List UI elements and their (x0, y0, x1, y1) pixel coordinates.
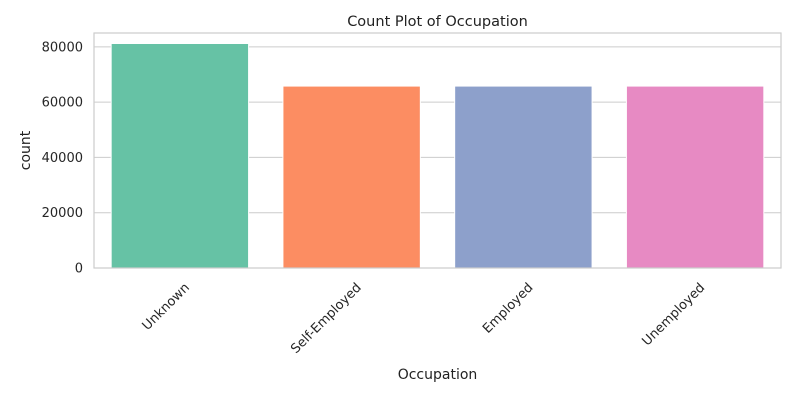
x-tick-labels: Unknown Self-Employed Employed Unemployed (140, 280, 709, 356)
bar-unemployed (625, 85, 765, 269)
y-tick-labels: 0 20000 40000 60000 80000 (42, 40, 83, 276)
x-tick-label: Self-Employed (288, 280, 364, 356)
y-axis-label: count (18, 130, 34, 170)
y-tick-label: 60000 (42, 96, 83, 111)
bar-self-employed (282, 85, 421, 269)
bar-unknown (110, 43, 250, 269)
x-tick-label: Employed (480, 280, 536, 336)
chart-title: Count Plot of Occupation (347, 14, 528, 30)
bar-layer (110, 43, 765, 269)
y-tick-label: 80000 (42, 40, 83, 55)
x-tick-label: Unknown (140, 280, 193, 333)
y-tick-label: 0 (75, 262, 83, 277)
bar-employed (454, 85, 593, 269)
x-tick-label: Unemployed (639, 280, 708, 349)
y-tick-label: 40000 (42, 151, 83, 166)
y-tick-label: 20000 (42, 206, 83, 221)
x-axis-label: Occupation (398, 367, 478, 383)
plot-frame (93, 32, 782, 269)
